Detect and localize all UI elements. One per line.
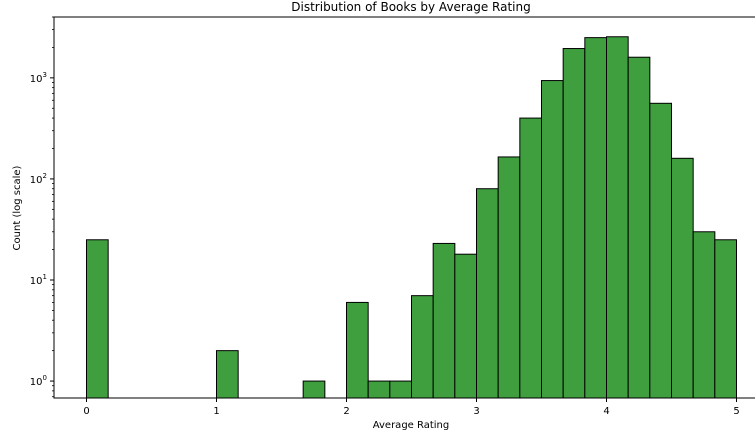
histogram-bar — [216, 350, 239, 399]
histogram-bar — [367, 380, 391, 399]
bars-group — [86, 36, 737, 399]
chart-title: Distribution of Books by Average Rating — [291, 0, 530, 14]
histogram-bar — [627, 56, 651, 399]
histogram-bar — [476, 188, 499, 399]
histogram-bar — [714, 239, 737, 399]
histogram-bar — [302, 380, 326, 399]
histogram-bar — [432, 242, 456, 399]
y-axis-ticks: 100 101 102 103 — [30, 16, 54, 398]
histogram-bar — [584, 37, 607, 399]
y-tick-label: 100 — [30, 374, 47, 388]
histogram-bar — [606, 36, 629, 399]
x-axis-ticks: 0 1 2 3 4 5 — [83, 398, 740, 417]
histogram-bar — [497, 156, 521, 399]
histogram-bar — [671, 157, 694, 399]
histogram-bar — [86, 239, 109, 399]
histogram-bar — [389, 380, 413, 399]
histogram-bar — [649, 102, 672, 399]
plot-frame — [53, 16, 755, 399]
x-tick-label: 0 — [83, 406, 89, 417]
histogram-bar — [519, 117, 542, 399]
y-tick-label: 103 — [30, 71, 47, 85]
histogram-bar — [454, 253, 478, 399]
histogram-bar — [346, 301, 369, 399]
x-tick-label: 5 — [733, 406, 739, 417]
x-axis-label: Average Rating — [373, 420, 449, 431]
x-tick-label: 2 — [343, 406, 349, 417]
histogram-bar — [562, 48, 586, 399]
y-tick-label: 101 — [30, 273, 47, 287]
x-tick-label: 1 — [213, 406, 219, 417]
x-tick-label: 3 — [473, 406, 479, 417]
y-tick-label: 102 — [30, 172, 47, 186]
histogram-bar — [692, 231, 716, 399]
histogram-bar — [541, 80, 564, 399]
histogram-bar — [411, 295, 434, 399]
x-tick-label: 4 — [603, 406, 609, 417]
y-axis-label: Count (log scale) — [12, 165, 23, 250]
